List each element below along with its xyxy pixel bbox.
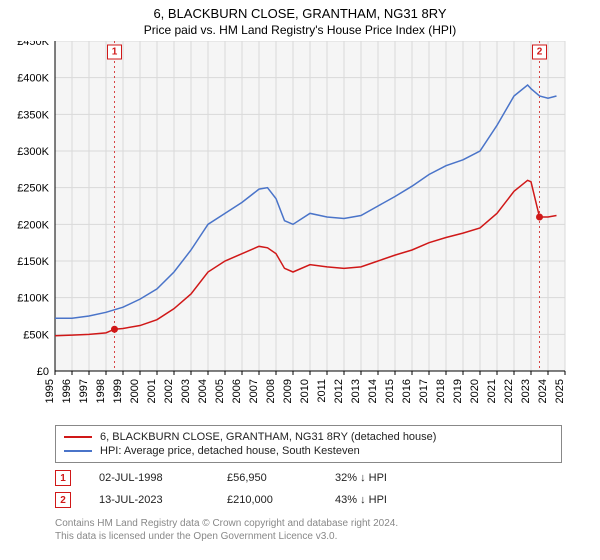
svg-text:2018: 2018 xyxy=(435,379,447,403)
svg-text:1997: 1997 xyxy=(78,379,90,403)
svg-text:2012: 2012 xyxy=(333,379,345,403)
marker-date: 13-JUL-2023 xyxy=(99,494,199,506)
svg-text:£250K: £250K xyxy=(17,183,49,195)
svg-text:2022: 2022 xyxy=(503,379,515,403)
svg-text:2004: 2004 xyxy=(197,379,209,403)
svg-text:1998: 1998 xyxy=(95,379,107,403)
svg-text:2002: 2002 xyxy=(163,379,175,403)
svg-text:£50K: £50K xyxy=(23,329,49,341)
svg-text:2020: 2020 xyxy=(469,379,481,403)
svg-text:2015: 2015 xyxy=(384,379,396,403)
footer-line1: Contains HM Land Registry data © Crown c… xyxy=(55,517,562,530)
svg-text:2010: 2010 xyxy=(299,379,311,403)
chart-title: 6, BLACKBURN CLOSE, GRANTHAM, NG31 8RY xyxy=(0,0,600,21)
svg-text:2006: 2006 xyxy=(231,379,243,403)
svg-text:2009: 2009 xyxy=(282,379,294,403)
marker-badge: 2 xyxy=(55,492,71,508)
svg-text:2021: 2021 xyxy=(486,379,498,403)
footer-line2: This data is licensed under the Open Gov… xyxy=(55,530,562,543)
svg-text:2007: 2007 xyxy=(248,379,260,403)
svg-text:2001: 2001 xyxy=(146,379,158,403)
svg-text:1: 1 xyxy=(112,47,118,58)
svg-text:2017: 2017 xyxy=(418,379,430,403)
svg-text:2024: 2024 xyxy=(537,379,549,403)
legend-swatch xyxy=(64,436,92,438)
marker-row: 1 02-JUL-1998 £56,950 32% ↓ HPI xyxy=(55,467,562,489)
svg-text:2025: 2025 xyxy=(554,379,566,403)
svg-text:2: 2 xyxy=(537,47,543,58)
marker-note: 43% ↓ HPI xyxy=(335,494,387,506)
marker-price: £56,950 xyxy=(227,472,307,484)
svg-text:2011: 2011 xyxy=(316,379,328,403)
svg-text:£300K: £300K xyxy=(17,146,49,158)
svg-text:2008: 2008 xyxy=(265,379,277,403)
legend-swatch xyxy=(64,450,92,452)
svg-text:1996: 1996 xyxy=(61,379,73,403)
chart-container: 6, BLACKBURN CLOSE, GRANTHAM, NG31 8RY P… xyxy=(0,0,600,560)
marker-price: £210,000 xyxy=(227,494,307,506)
svg-text:£200K: £200K xyxy=(17,219,49,231)
svg-text:2016: 2016 xyxy=(401,379,413,403)
svg-text:2005: 2005 xyxy=(214,379,226,403)
svg-text:2003: 2003 xyxy=(180,379,192,403)
marker-row: 2 13-JUL-2023 £210,000 43% ↓ HPI xyxy=(55,489,562,511)
legend-label: HPI: Average price, detached house, Sout… xyxy=(100,445,360,457)
legend-item: 6, BLACKBURN CLOSE, GRANTHAM, NG31 8RY (… xyxy=(64,430,553,444)
svg-text:£100K: £100K xyxy=(17,293,49,305)
svg-text:1999: 1999 xyxy=(112,379,124,403)
svg-text:2000: 2000 xyxy=(129,379,141,403)
marker-note: 32% ↓ HPI xyxy=(335,472,387,484)
legend-label: 6, BLACKBURN CLOSE, GRANTHAM, NG31 8RY (… xyxy=(100,431,436,443)
svg-text:2023: 2023 xyxy=(520,379,532,403)
chart-subtitle: Price paid vs. HM Land Registry's House … xyxy=(0,21,600,41)
svg-text:£0: £0 xyxy=(37,366,49,378)
svg-text:£350K: £350K xyxy=(17,109,49,121)
marker-table: 1 02-JUL-1998 £56,950 32% ↓ HPI 2 13-JUL-2023… xyxy=(55,467,562,511)
footer-note: Contains HM Land Registry data © Crown c… xyxy=(55,517,562,543)
svg-text:2014: 2014 xyxy=(367,379,379,403)
chart-plot: £0 £50K £100K £150K £200K £250K £300K £350K £400… xyxy=(0,41,600,421)
marker-date: 02-JUL-1998 xyxy=(99,472,199,484)
legend-item: HPI: Average price, detached house, Sout… xyxy=(64,444,553,458)
svg-text:1995: 1995 xyxy=(44,379,56,403)
svg-text:£400K: £400K xyxy=(17,73,49,85)
svg-text:£450K: £450K xyxy=(17,41,49,48)
svg-text:£150K: £150K xyxy=(17,256,49,268)
legend: 6, BLACKBURN CLOSE, GRANTHAM, NG31 8RY (… xyxy=(55,425,562,463)
svg-text:2013: 2013 xyxy=(350,379,362,403)
marker-badge: 1 xyxy=(55,470,71,486)
svg-text:2019: 2019 xyxy=(452,379,464,403)
